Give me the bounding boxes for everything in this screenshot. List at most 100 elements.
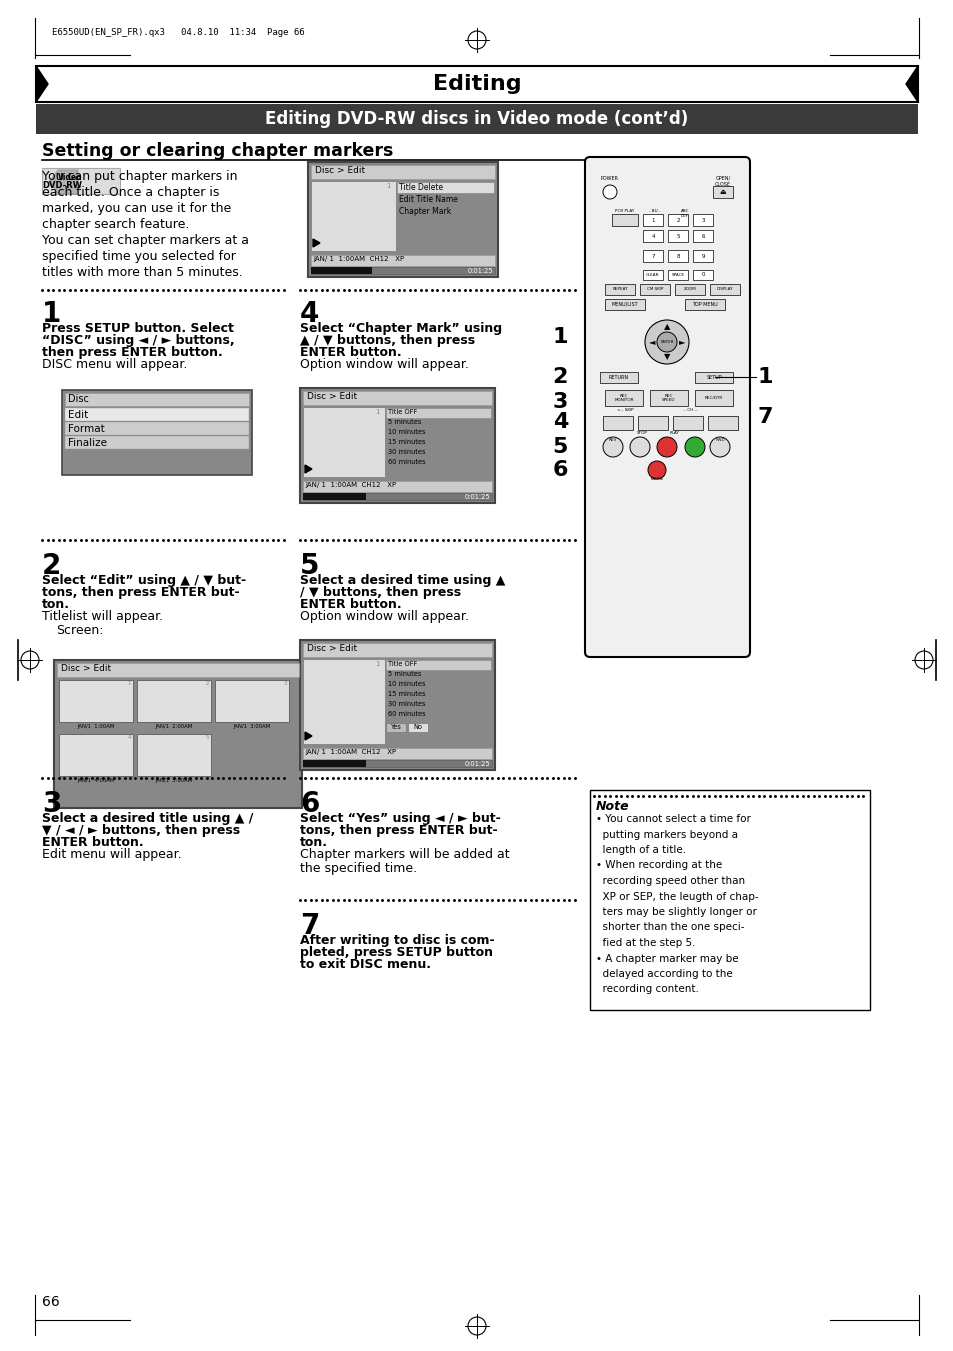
Bar (638, 416, 667, 430)
Bar (303, 481, 492, 492)
Text: 60 minutes: 60 minutes (388, 711, 425, 717)
Bar (303, 748, 492, 759)
Text: FWD: FWD (715, 438, 724, 442)
Text: length of a title.: length of a title. (596, 844, 685, 855)
Text: chapter search feature.: chapter search feature. (42, 218, 190, 231)
Text: POWER: POWER (600, 176, 618, 181)
Polygon shape (305, 465, 312, 473)
Text: PAUSE: PAUSE (650, 477, 663, 481)
Text: 1: 1 (758, 367, 773, 386)
Text: 5: 5 (552, 436, 567, 457)
Text: JAN/1  3:00AM: JAN/1 3:00AM (233, 724, 271, 730)
Text: 0:01:25: 0:01:25 (464, 494, 490, 500)
Text: REC/DTR: REC/DTR (704, 396, 722, 400)
Text: REC
MONITOR: REC MONITOR (614, 393, 633, 403)
Polygon shape (50, 170, 78, 195)
Bar (65, 393, 249, 407)
Bar (589, 790, 869, 1011)
Text: REV: REV (608, 438, 617, 442)
Text: SETUP: SETUP (705, 376, 721, 380)
Text: ENTER: ENTER (659, 340, 673, 345)
Bar (695, 390, 732, 407)
Bar (667, 230, 687, 242)
Bar (667, 213, 687, 226)
Text: Title OFF: Title OFF (388, 409, 416, 415)
Text: Select “Edit” using ▲ / ▼ but-: Select “Edit” using ▲ / ▼ but- (42, 574, 246, 586)
Text: 15 minutes: 15 minutes (388, 439, 425, 444)
Text: 7: 7 (758, 407, 773, 427)
Text: You can put chapter markers in: You can put chapter markers in (42, 170, 237, 182)
Polygon shape (905, 66, 917, 101)
Text: Select a desired title using ▲ /: Select a desired title using ▲ / (42, 812, 253, 825)
Text: ABC
DEF: ABC DEF (680, 209, 688, 218)
Text: 3: 3 (700, 218, 704, 223)
Circle shape (657, 436, 677, 457)
Bar (599, 372, 638, 382)
Text: E6550UD(EN_SP_FR).qx3   04.8.10  11:34  Page 66: E6550UD(EN_SP_FR).qx3 04.8.10 11:34 Page… (52, 28, 304, 36)
Text: JAN/1  4:00AM: JAN/1 4:00AM (77, 778, 114, 784)
Text: 4: 4 (651, 234, 654, 239)
Text: Editing DVD-RW discs in Video mode (cont’d): Editing DVD-RW discs in Video mode (cont… (265, 109, 688, 128)
Text: DISPLAY: DISPLAY (716, 288, 733, 292)
Text: STOP: STOP (636, 431, 647, 435)
Text: DVD-RW: DVD-RW (42, 181, 82, 190)
Text: ZOOM: ZOOM (683, 288, 696, 292)
Text: PLAY: PLAY (669, 431, 679, 435)
Text: REPEAT: REPEAT (612, 288, 627, 292)
Text: RETURN: RETURN (608, 376, 628, 380)
Bar (649, 390, 687, 407)
Text: 2: 2 (552, 367, 567, 386)
Polygon shape (36, 66, 48, 101)
Text: No: No (413, 724, 422, 730)
Text: 4: 4 (128, 735, 131, 740)
Text: 5: 5 (205, 735, 209, 740)
Text: Setting or clearing chapter markers: Setting or clearing chapter markers (42, 142, 393, 159)
Bar (65, 408, 249, 422)
Circle shape (647, 461, 665, 480)
Circle shape (684, 436, 704, 457)
Text: XP or SEP, the leugth of chap-: XP or SEP, the leugth of chap- (596, 892, 758, 901)
Text: ►: ► (678, 338, 684, 346)
Bar (36, 104, 917, 134)
Text: <-- SKIP: <-- SKIP (616, 408, 633, 412)
Text: / ▼ buttons, then press: / ▼ buttons, then press (299, 586, 460, 598)
Bar (675, 284, 704, 295)
Text: 1: 1 (651, 218, 654, 223)
Text: Screen:: Screen: (56, 624, 103, 638)
Text: Press SETUP button. Select: Press SETUP button. Select (42, 322, 233, 335)
Text: SPACE: SPACE (671, 273, 684, 277)
Bar (214, 680, 289, 721)
Text: JAN/ 1  1:00AM  CH12   XP: JAN/ 1 1:00AM CH12 XP (305, 482, 395, 488)
Bar (692, 213, 712, 226)
Text: 6: 6 (299, 790, 319, 817)
Text: ENTER button.: ENTER button. (299, 346, 401, 359)
Text: TOP MENU: TOP MENU (691, 303, 717, 307)
Text: 15 minutes: 15 minutes (388, 690, 425, 697)
Text: Disc > Edit: Disc > Edit (314, 166, 365, 176)
Text: 1: 1 (128, 681, 131, 686)
Text: Chapter Mark: Chapter Mark (398, 207, 451, 216)
Circle shape (602, 436, 622, 457)
Text: specified time you selected for: specified time you selected for (42, 250, 235, 263)
Bar (57, 663, 298, 677)
Text: 2: 2 (676, 218, 679, 223)
Text: Finalize: Finalize (68, 438, 107, 449)
Bar (308, 162, 497, 277)
Text: After writing to disc is com-: After writing to disc is com- (299, 934, 494, 947)
Text: 1: 1 (375, 409, 379, 415)
Text: 66: 66 (42, 1296, 60, 1309)
Text: Disc > Edit: Disc > Edit (307, 392, 356, 401)
Text: JAN/ 1  1:00AM  CH12   XP: JAN/ 1 1:00AM CH12 XP (305, 748, 395, 755)
Text: ▼ / ◄ / ► buttons, then press: ▼ / ◄ / ► buttons, then press (42, 824, 240, 838)
Bar (642, 250, 662, 262)
Bar (692, 250, 712, 262)
Text: JAN/1  2:00AM: JAN/1 2:00AM (155, 724, 193, 730)
Text: 2: 2 (205, 681, 209, 686)
Text: “DISC” using ◄ / ► buttons,: “DISC” using ◄ / ► buttons, (42, 334, 234, 347)
Text: CLEAR: CLEAR (645, 273, 659, 277)
Text: ENTER button.: ENTER button. (42, 836, 144, 848)
Bar (36, 66, 917, 101)
Bar (303, 493, 366, 500)
Text: 60 minutes: 60 minutes (388, 459, 425, 465)
Text: titles with more than 5 minutes.: titles with more than 5 minutes. (42, 266, 242, 280)
